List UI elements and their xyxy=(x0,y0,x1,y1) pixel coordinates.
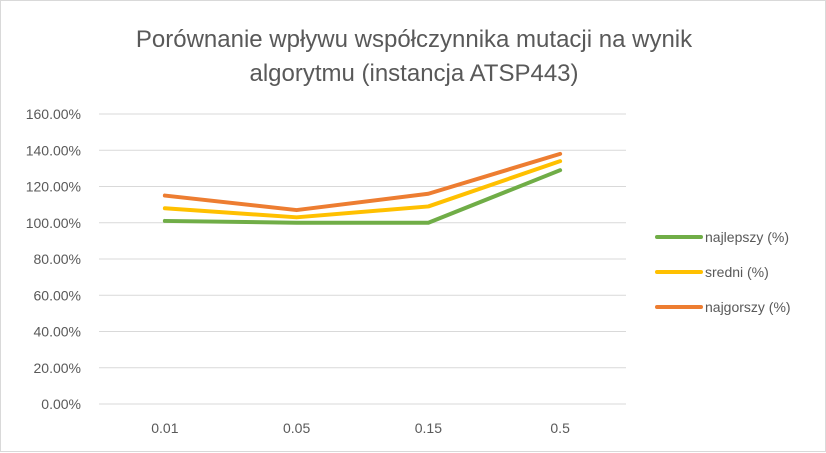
y-tick-label: 140.00% xyxy=(26,142,81,158)
legend-label: najgorszy (%) xyxy=(705,299,791,315)
y-axis-ticks: 0.00% 20.00% 40.00% 60.00% 80.00% 100.00% 120.… xyxy=(26,106,81,412)
y-tick-label: 60.00% xyxy=(34,287,81,303)
legend: najlepszy (%) sredni (%) najgorszy (%) xyxy=(655,229,791,315)
chart-title-line-2: algorytmu (instancja ATSP443) xyxy=(249,60,578,87)
x-tick-label: 0.15 xyxy=(415,420,442,436)
x-tick-label: 0.01 xyxy=(151,420,178,436)
y-tick-label: 20.00% xyxy=(34,360,81,376)
legend-label: sredni (%) xyxy=(705,264,769,280)
series-line-2 xyxy=(162,159,563,220)
y-tick-label: 80.00% xyxy=(34,251,81,267)
chart-title: Porównanie wpływu współczynnika mutacji … xyxy=(136,26,693,87)
y-tick-label: 100.00% xyxy=(26,215,81,231)
y-tick-label: 120.00% xyxy=(26,179,81,195)
y-tick-label: 40.00% xyxy=(34,324,81,340)
legend-label: najlepszy (%) xyxy=(705,229,789,245)
x-tick-label: 0.05 xyxy=(283,420,310,436)
x-axis-ticks: 0.01 0.05 0.15 0.5 xyxy=(151,420,570,436)
x-tick-label: 0.5 xyxy=(550,420,570,436)
chart-title-line-1: Porównanie wpływu współczynnika mutacji … xyxy=(136,26,693,53)
y-tick-label: 160.00% xyxy=(26,106,81,122)
series-line-3 xyxy=(162,151,563,213)
series-lines xyxy=(162,151,563,225)
series-line-1 xyxy=(162,168,563,225)
y-tick-label: 0.00% xyxy=(41,396,81,412)
